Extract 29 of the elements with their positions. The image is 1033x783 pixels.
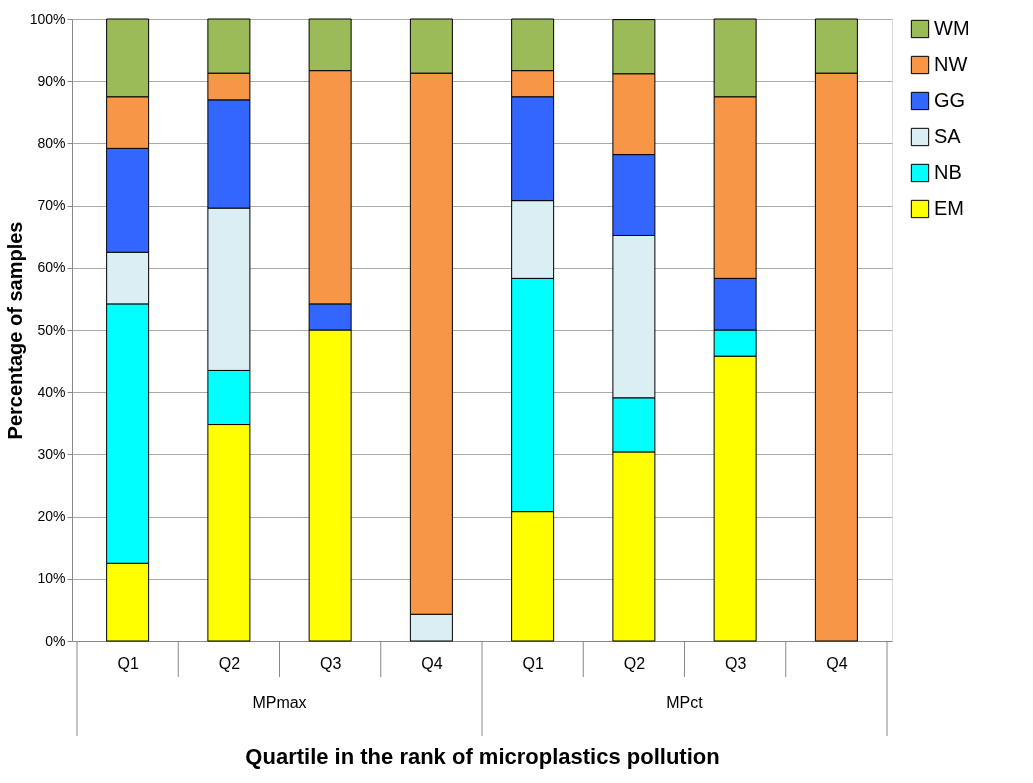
y-tick-label: 0% xyxy=(45,632,66,649)
x-tick-label: Q1 xyxy=(522,654,544,672)
x-tick-label: Q4 xyxy=(826,654,848,672)
y-axis-title: Percentage of samples xyxy=(3,221,26,440)
x-tick-label: Q1 xyxy=(117,654,139,672)
legend-label: GG xyxy=(934,89,966,111)
y-tick-label: 50% xyxy=(37,321,66,338)
y-tick-label: 40% xyxy=(37,383,66,400)
y-tick-label: 20% xyxy=(37,508,66,525)
y-tick-label: 10% xyxy=(37,570,66,587)
y-tick-label: 100% xyxy=(29,10,66,27)
legend-label: NB xyxy=(934,161,962,183)
y-tick-label: 70% xyxy=(37,197,66,214)
legend-label: NW xyxy=(934,53,968,75)
y-tick-label: 60% xyxy=(37,259,66,276)
x-tick-label: Q3 xyxy=(319,654,342,672)
x-tick-label: Q2 xyxy=(623,654,646,672)
x-tick-label: Q3 xyxy=(724,654,747,672)
legend-label: EM xyxy=(934,197,964,219)
text: MPct xyxy=(666,694,704,711)
text: MPmax xyxy=(252,694,307,711)
legend-label: SA xyxy=(934,125,962,147)
legend-label: WM xyxy=(934,17,970,39)
y-tick-label: 30% xyxy=(37,445,66,462)
y-tick-label: 80% xyxy=(37,134,66,151)
x-axis-title: Quartile in the rank of microplastics pollution xyxy=(245,743,720,769)
x-tick-label: Q4 xyxy=(421,654,443,672)
x-tick-label: Q2 xyxy=(218,654,241,672)
y-tick-label: 90% xyxy=(37,72,66,89)
